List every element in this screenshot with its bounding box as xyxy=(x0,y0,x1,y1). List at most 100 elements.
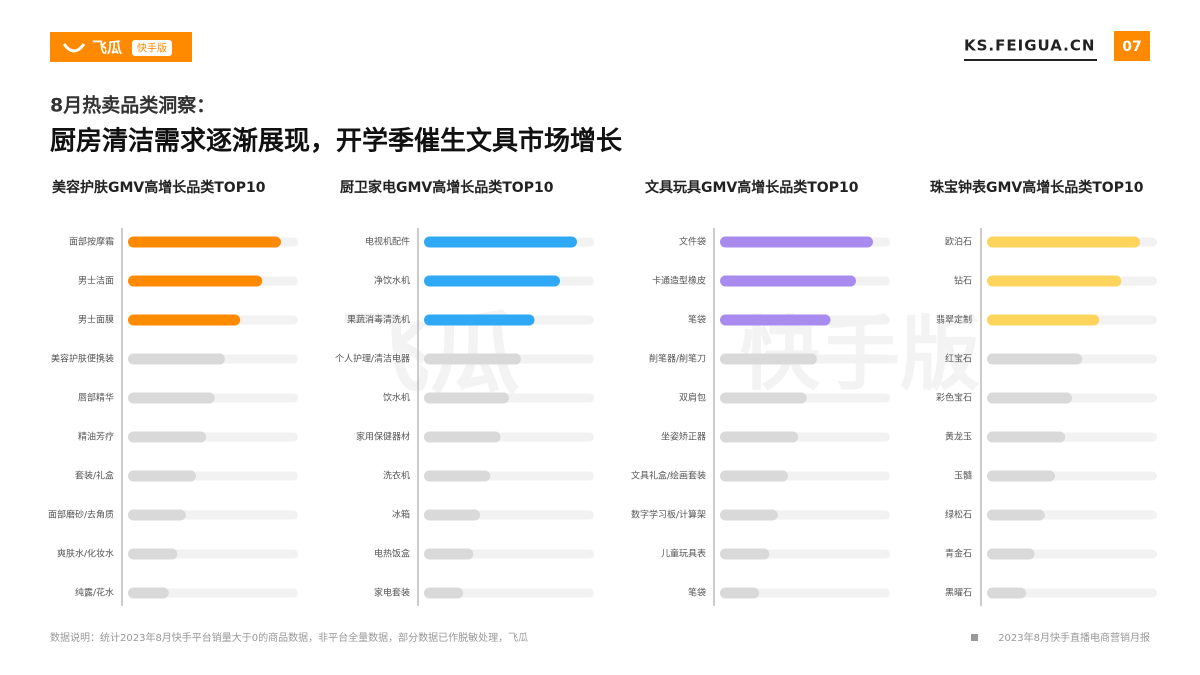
bar xyxy=(128,548,178,560)
category-label: 儿童玩具表 xyxy=(661,548,706,560)
page-box xyxy=(1114,31,1150,61)
bar xyxy=(987,392,1072,404)
bar xyxy=(128,275,263,287)
bar xyxy=(720,509,778,521)
bar xyxy=(424,314,535,326)
bar xyxy=(987,470,1055,482)
category-label: 数字学习板/计算架 xyxy=(631,509,706,521)
logo-icon xyxy=(62,43,86,53)
category-label: 美容护肤便携装 xyxy=(51,353,114,365)
bar xyxy=(424,509,481,521)
category-label: 纯露/花水 xyxy=(75,587,114,599)
logo-badge: 快手版 xyxy=(137,42,167,55)
bar xyxy=(128,509,186,521)
category-label: 黄龙玉 xyxy=(945,431,972,443)
title: 厨房清洁需求逐渐展现，开学季催生文具市场增长 xyxy=(50,126,623,157)
bar xyxy=(128,587,169,599)
bar xyxy=(424,353,521,365)
category-label: 男士面膜 xyxy=(78,314,114,326)
page-number: 07 xyxy=(1122,39,1141,55)
site: KS.FEIGUA.CN xyxy=(964,37,1095,55)
bar xyxy=(424,431,501,443)
category-label: 面部磨砂/去角质 xyxy=(48,509,114,521)
category-label: 家电套装 xyxy=(374,587,410,599)
bar xyxy=(424,470,491,482)
chart-title: 文具玩具GMV高增长品类TOP10 xyxy=(645,179,859,196)
bar xyxy=(720,587,760,599)
category-label: 家用保健器材 xyxy=(356,431,410,443)
category-label: 电视机配件 xyxy=(365,236,410,248)
chart-title: 珠宝钟表GMV高增长品类TOP10 xyxy=(930,179,1144,196)
footer-note: 数据说明：统计2023年8月快手平台销量大于0的商品数据，非平台全量数据，部分数… xyxy=(50,631,528,644)
category-label: 玉髓 xyxy=(954,471,972,482)
bar xyxy=(987,509,1045,521)
bar-track xyxy=(987,588,1157,598)
bar xyxy=(720,470,788,482)
bar xyxy=(987,314,1100,326)
footer-source: 2023年8月快手直播电商营销月报 xyxy=(998,631,1150,644)
bar xyxy=(128,314,241,326)
bar-track xyxy=(424,588,594,598)
bar xyxy=(128,392,215,404)
category-label: 黑曜石 xyxy=(945,588,972,599)
bar xyxy=(987,353,1083,365)
bar xyxy=(987,431,1066,443)
subtitle: 8月热卖品类洞察： xyxy=(50,94,215,117)
bar xyxy=(987,587,1027,599)
bar xyxy=(128,470,196,482)
bar-track xyxy=(720,588,890,598)
category-label: 青金石 xyxy=(945,548,972,560)
category-label: 文具礼盒/绘画套装 xyxy=(631,470,706,482)
bar xyxy=(128,353,225,365)
category-label: 卡通造型橡皮 xyxy=(652,275,706,287)
chart-title: 美容护肤GMV高增长品类TOP10 xyxy=(52,179,266,196)
category-label: 钻石 xyxy=(954,275,972,287)
category-label: 男士洁面 xyxy=(78,275,114,287)
category-label: 净饮水机 xyxy=(374,275,410,287)
logo-badge-box xyxy=(132,40,172,56)
category-label: 笔袋 xyxy=(688,314,706,326)
bar xyxy=(720,431,799,443)
category-label: 绿松石 xyxy=(945,509,972,521)
category-label: 彩色宝石 xyxy=(936,392,972,404)
bar xyxy=(987,236,1140,248)
category-label: 坐姿矫正器 xyxy=(661,431,706,443)
bar-track xyxy=(128,588,298,598)
category-label: 双肩包 xyxy=(679,392,706,404)
bar xyxy=(424,392,509,404)
category-label: 套装/礼盒 xyxy=(75,470,114,482)
bar xyxy=(720,353,817,365)
bar xyxy=(720,392,807,404)
bar xyxy=(720,548,770,560)
category-label: 爽肤水/化妆水 xyxy=(57,548,114,560)
footer-icon xyxy=(971,634,978,641)
category-label: 文件袋 xyxy=(679,236,706,248)
category-label: 笔袋 xyxy=(688,587,706,599)
category-label: 洗衣机 xyxy=(383,470,410,482)
category-label: 削笔器/削笔刀 xyxy=(649,353,706,365)
bar xyxy=(424,275,560,287)
bar xyxy=(424,548,474,560)
bar xyxy=(128,236,281,248)
category-label: 面部按摩霜 xyxy=(69,236,114,248)
category-label: 冰箱 xyxy=(392,509,410,521)
category-label: 红宝石 xyxy=(945,353,972,365)
bar xyxy=(987,275,1122,287)
bar xyxy=(424,236,577,248)
bar xyxy=(987,548,1035,560)
category-label: 翡翠定制 xyxy=(936,314,972,326)
bar xyxy=(720,236,873,248)
category-label: 饮水机 xyxy=(383,392,410,404)
category-label: 唇部精华 xyxy=(78,392,114,404)
chart-title: 厨卫家电GMV高增长品类TOP10 xyxy=(340,179,554,196)
category-label: 个人护理/清洁电器 xyxy=(335,353,410,365)
bar xyxy=(720,275,856,287)
category-label: 果蔬消毒清洗机 xyxy=(347,314,410,326)
category-label: 电热饭盒 xyxy=(374,548,410,560)
category-label: 精油芳疗 xyxy=(78,431,114,443)
bar xyxy=(128,431,207,443)
category-label: 欧泊石 xyxy=(945,236,972,248)
bar xyxy=(424,587,464,599)
logo: 飞瓜 xyxy=(92,39,122,57)
